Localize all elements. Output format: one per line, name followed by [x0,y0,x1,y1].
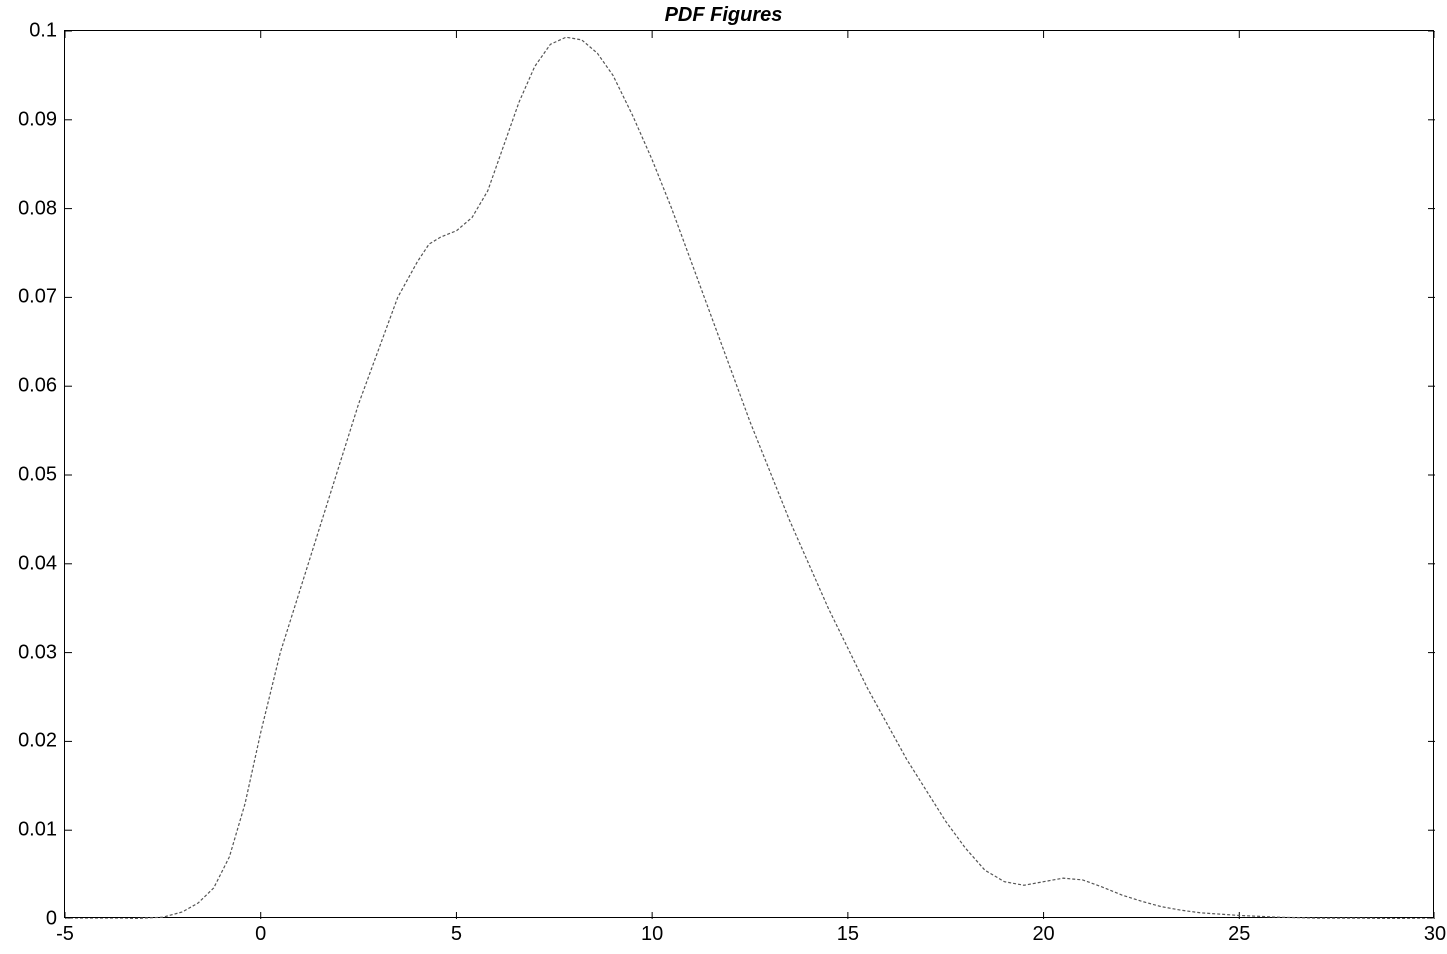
plot-area: -505101520253000.010.020.030.040.050.060… [64,30,1434,918]
pdf-chart: PDF Figures -505101520253000.010.020.030… [0,0,1447,954]
plot-svg [65,31,1435,919]
chart-title: PDF Figures [0,4,1447,27]
xtick-label: 5 [451,917,462,946]
ytick-label: 0.09 [18,108,65,131]
ytick-label: 0.06 [18,375,65,398]
xtick-label: 0 [255,917,266,946]
series-line [65,37,1435,919]
xtick-label: 15 [837,917,859,946]
ytick-label: 0.07 [18,286,65,309]
xtick-label: 30 [1424,917,1446,946]
xtick-label: 20 [1032,917,1054,946]
ytick-label: 0.04 [18,552,65,575]
xtick-label: 25 [1228,917,1250,946]
ytick-label: 0.01 [18,819,65,842]
xtick-label: 10 [641,917,663,946]
ytick-label: 0 [46,908,65,931]
ytick-label: 0.05 [18,464,65,487]
ytick-label: 0.03 [18,641,65,664]
ytick-label: 0.1 [29,20,65,43]
ytick-label: 0.02 [18,730,65,753]
ytick-label: 0.08 [18,197,65,220]
